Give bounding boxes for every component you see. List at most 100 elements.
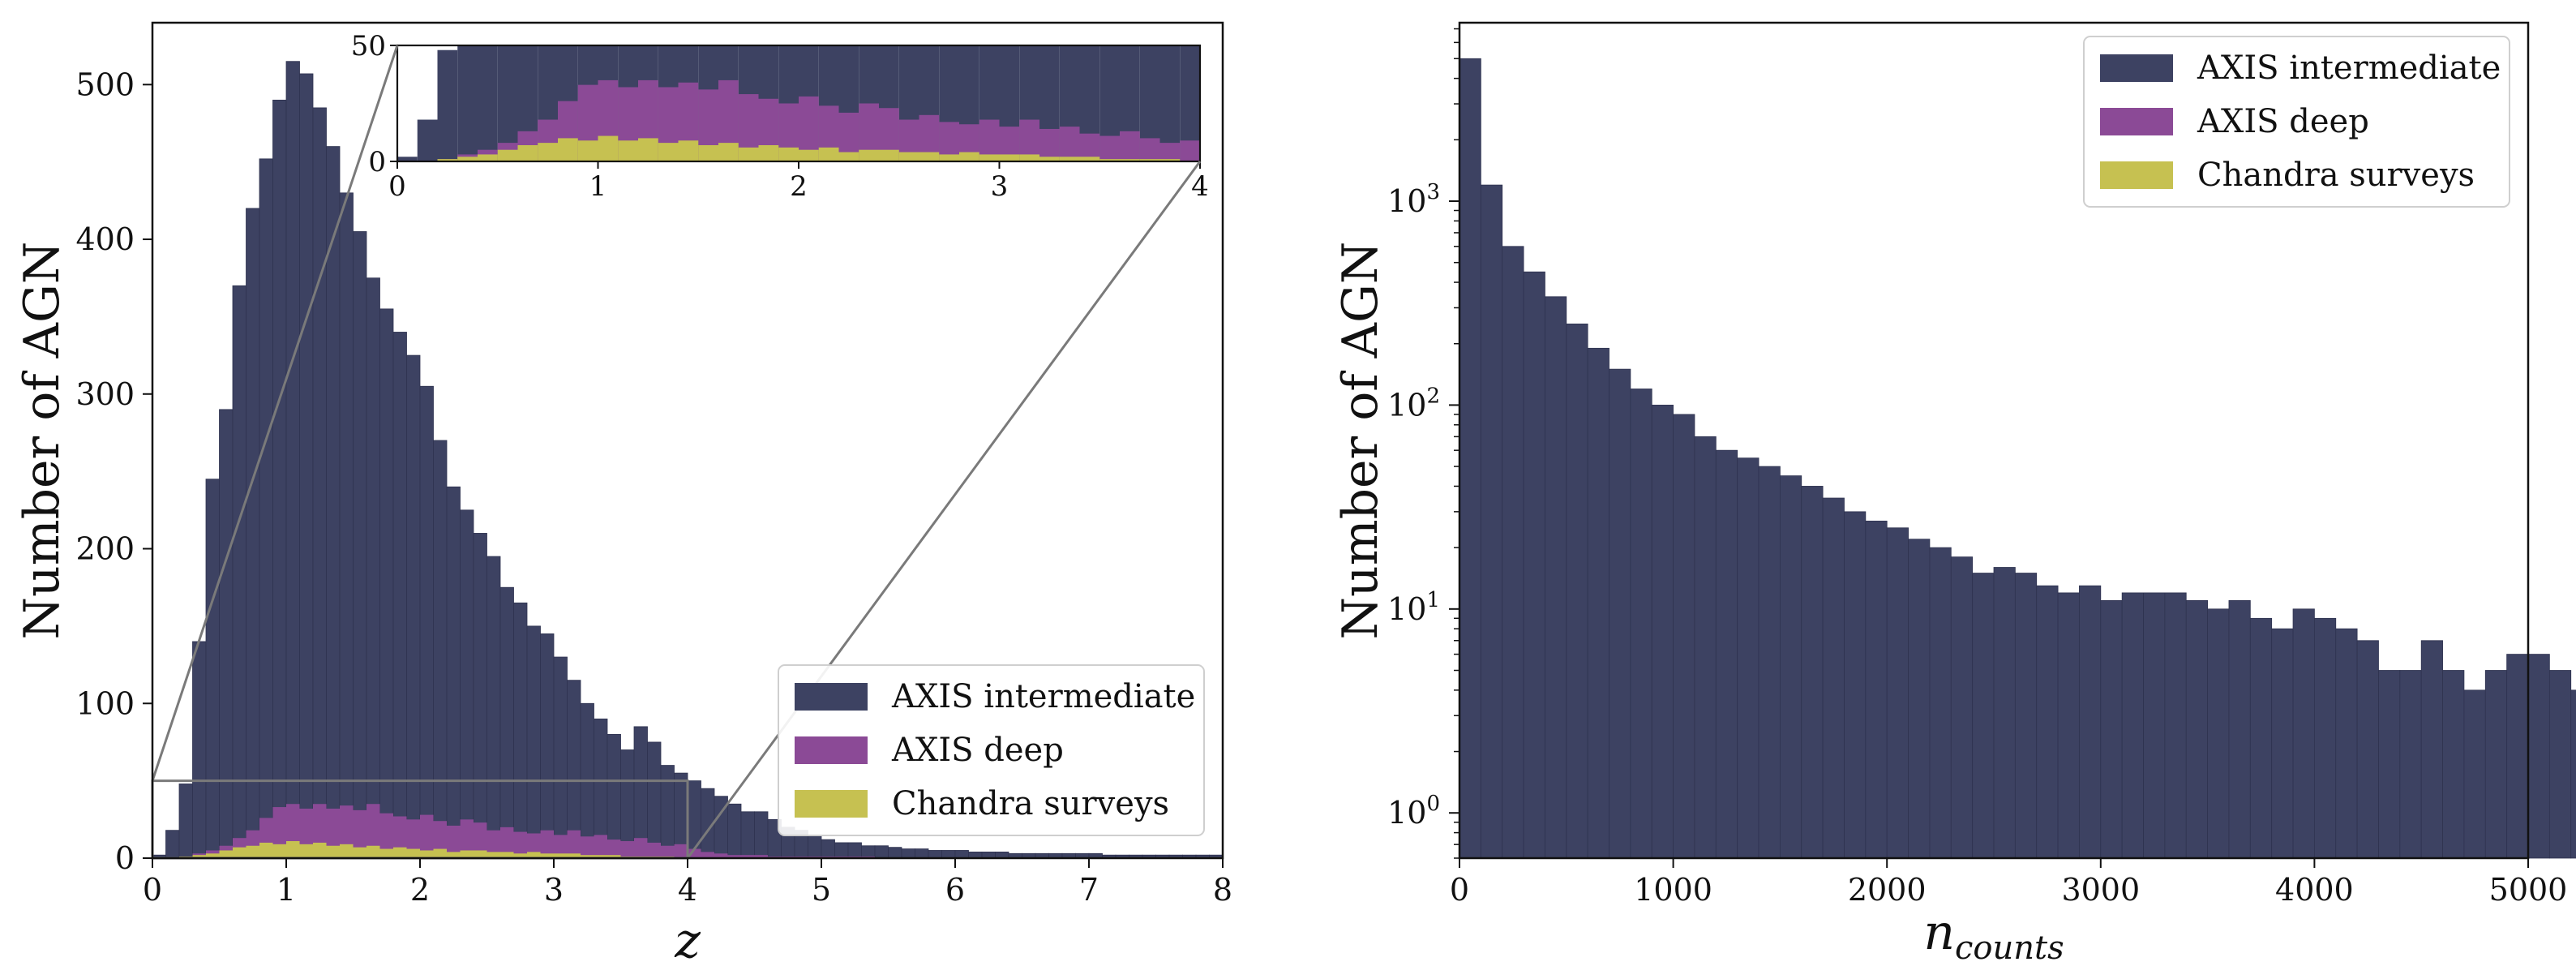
- bar-left-axis-deep-25: [486, 830, 500, 858]
- bar-right-axis-intermediate-12: [1715, 449, 1738, 859]
- bar-left-axis-intermediate-15: [353, 231, 367, 859]
- bar-left-axis-intermediate-45: [754, 811, 769, 859]
- bar-inset-chandra-surveys-2: [437, 159, 458, 161]
- bar-left-axis-deep-40: [688, 848, 701, 858]
- bar-inset-chandra-surveys-9: [577, 140, 598, 161]
- bar-inset-axis-deep-36: [1120, 131, 1140, 161]
- left-legend-label-2: Chandra surveys: [892, 785, 1169, 822]
- left-legend-label-0: AXIS intermediate: [891, 678, 1195, 715]
- bar-right-axis-intermediate-46: [2442, 670, 2465, 859]
- right-legend: AXIS intermediate AXIS deep Chandra survey…: [2083, 36, 2510, 208]
- bar-left-chandra-surveys-4: [206, 853, 220, 858]
- bar-right-axis-intermediate-0: [1459, 58, 1481, 859]
- bar-left-chandra-surveys-21: [433, 848, 447, 858]
- bar-inset-axis-intermediate-3: [457, 45, 478, 161]
- right-x-tick-label-1: 1000: [1634, 872, 1712, 908]
- bar-right-axis-intermediate-6: [1587, 347, 1609, 859]
- bar-right-axis-intermediate-1: [1480, 184, 1503, 859]
- bar-left-axis-deep-33: [594, 835, 607, 858]
- bar-left-axis-deep-16: [366, 804, 380, 858]
- bar-left-axis-intermediate-26: [499, 586, 514, 859]
- right-x-axis-label-sub: counts: [1955, 930, 2064, 967]
- bar-left-chandra-surveys-25: [486, 852, 500, 858]
- bar-inset-chandra-surveys-10: [598, 135, 619, 161]
- bar-left-axis-intermediate-29: [540, 633, 555, 859]
- bar-left-chandra-surveys-22: [447, 852, 461, 858]
- bar-right-axis-intermediate-30: [2100, 600, 2123, 859]
- bar-inset-chandra-surveys-5: [497, 149, 518, 161]
- bar-inset-axis-deep-32: [1039, 128, 1060, 161]
- left-x-tick-label-7: 7: [1079, 872, 1099, 908]
- bar-inset-chandra-surveys-33: [1059, 157, 1080, 161]
- bar-left-axis-intermediate-54: [874, 845, 889, 859]
- bar-left-chandra-surveys-13: [326, 845, 340, 858]
- bar-inset-chandra-surveys-7: [538, 143, 558, 161]
- right-legend-swatch-2: [2100, 161, 2173, 189]
- inset-x-tick-label-0: 0: [388, 170, 406, 203]
- bar-inset-chandra-surveys-8: [558, 138, 578, 161]
- bar-left-axis-intermediate-25: [486, 556, 501, 859]
- inset-zoom-panel: 0 1 2 3 4 0 50: [351, 30, 1209, 203]
- bar-right-axis-intermediate-24: [1972, 573, 1995, 859]
- bar-left-axis-intermediate-19: [406, 354, 421, 859]
- bar-left-axis-deep-43: [727, 855, 741, 858]
- bar-right-axis-intermediate-2: [1502, 246, 1524, 859]
- left-x-tick-label-2: 2: [410, 872, 430, 908]
- bar-inset-axis-intermediate-0: [397, 157, 418, 161]
- bar-right-axis-intermediate-40: [2313, 617, 2337, 859]
- left-x-tick-label-1: 1: [276, 872, 296, 908]
- bar-inset-chandra-surveys-31: [1019, 154, 1039, 161]
- bar-left-axis-deep-45: [754, 855, 768, 858]
- bar-left-axis-intermediate-2: [178, 784, 193, 859]
- bar-left-axis-deep-32: [581, 836, 594, 858]
- inset-x-tick-label-4: 4: [1191, 170, 1209, 203]
- bar-left-axis-intermediate-18: [392, 332, 407, 859]
- right-y-axis-label: Number of AGN: [1332, 242, 1389, 640]
- bar-left-axis-deep-42: [714, 853, 728, 858]
- bar-right-axis-intermediate-21: [1908, 539, 1931, 859]
- right-x-tick-label-2: 2000: [1848, 872, 1927, 908]
- bar-left-axis-intermediate-38: [660, 765, 675, 859]
- right-axis-ticks: 0 1000 2000 3000 4000 5000 100 101 102 103: [1387, 28, 2567, 908]
- right-x-tick-label-3: 3000: [2061, 872, 2140, 908]
- bar-right-axis-intermediate-8: [1630, 389, 1652, 859]
- bar-right-axis-intermediate-15: [1779, 475, 1802, 859]
- bar-left-chandra-surveys-29: [540, 853, 554, 858]
- right-y-tick-label-3: 103: [1387, 180, 1440, 219]
- bar-left-chandra-surveys-12: [313, 842, 327, 858]
- bar-left-axis-intermediate-57: [915, 848, 929, 859]
- bar-inset-chandra-surveys-38: [1159, 159, 1181, 161]
- bar-left-axis-deep-26: [500, 827, 514, 858]
- bar-left-axis-intermediate-8: [259, 158, 273, 859]
- bar-inset-chandra-surveys-25: [898, 152, 919, 161]
- left-y-tick-label-1: 100: [75, 685, 135, 721]
- bar-left-axis-deep-27: [513, 831, 527, 858]
- bar-left-chandra-surveys-17: [379, 848, 393, 858]
- right-x-axis-label: ncounts: [1923, 904, 2064, 967]
- bar-left-chandra-surveys-16: [366, 845, 380, 858]
- bar-left-axis-intermediate-23: [460, 509, 474, 859]
- bar-left-chandra-surveys-5: [219, 850, 233, 858]
- bar-left-chandra-surveys-19: [406, 848, 420, 858]
- bar-left-axis-deep-29: [540, 830, 554, 858]
- bar-inset-chandra-surveys-12: [638, 138, 658, 161]
- bar-right-axis-intermediate-10: [1673, 414, 1695, 859]
- bar-inset-chandra-surveys-30: [999, 154, 1020, 161]
- bar-inset-chandra-surveys-24: [879, 149, 899, 161]
- bar-left-axis-intermediate-21: [433, 440, 448, 859]
- inset-y-tick-label-0: 0: [368, 146, 386, 178]
- bar-right-axis-intermediate-45: [2420, 640, 2443, 859]
- bar-right-axis-intermediate-20: [1886, 527, 1909, 859]
- bar-inset-axis-deep-37: [1139, 138, 1160, 161]
- right-legend-swatch-0: [2100, 54, 2173, 82]
- right-legend-label-2: Chandra surveys: [2197, 157, 2475, 194]
- bar-inset-axis-deep-35: [1099, 135, 1120, 161]
- bar-inset-chandra-surveys-6: [517, 144, 538, 161]
- bar-right-axis-intermediate-44: [2399, 670, 2422, 859]
- bar-left-chandra-surveys-3: [192, 855, 206, 858]
- bar-left-axis-intermediate-50: [821, 839, 835, 859]
- bar-left-axis-intermediate-12: [312, 107, 327, 859]
- bar-inset-chandra-surveys-22: [838, 152, 859, 161]
- bar-left-axis-intermediate-28: [526, 625, 541, 859]
